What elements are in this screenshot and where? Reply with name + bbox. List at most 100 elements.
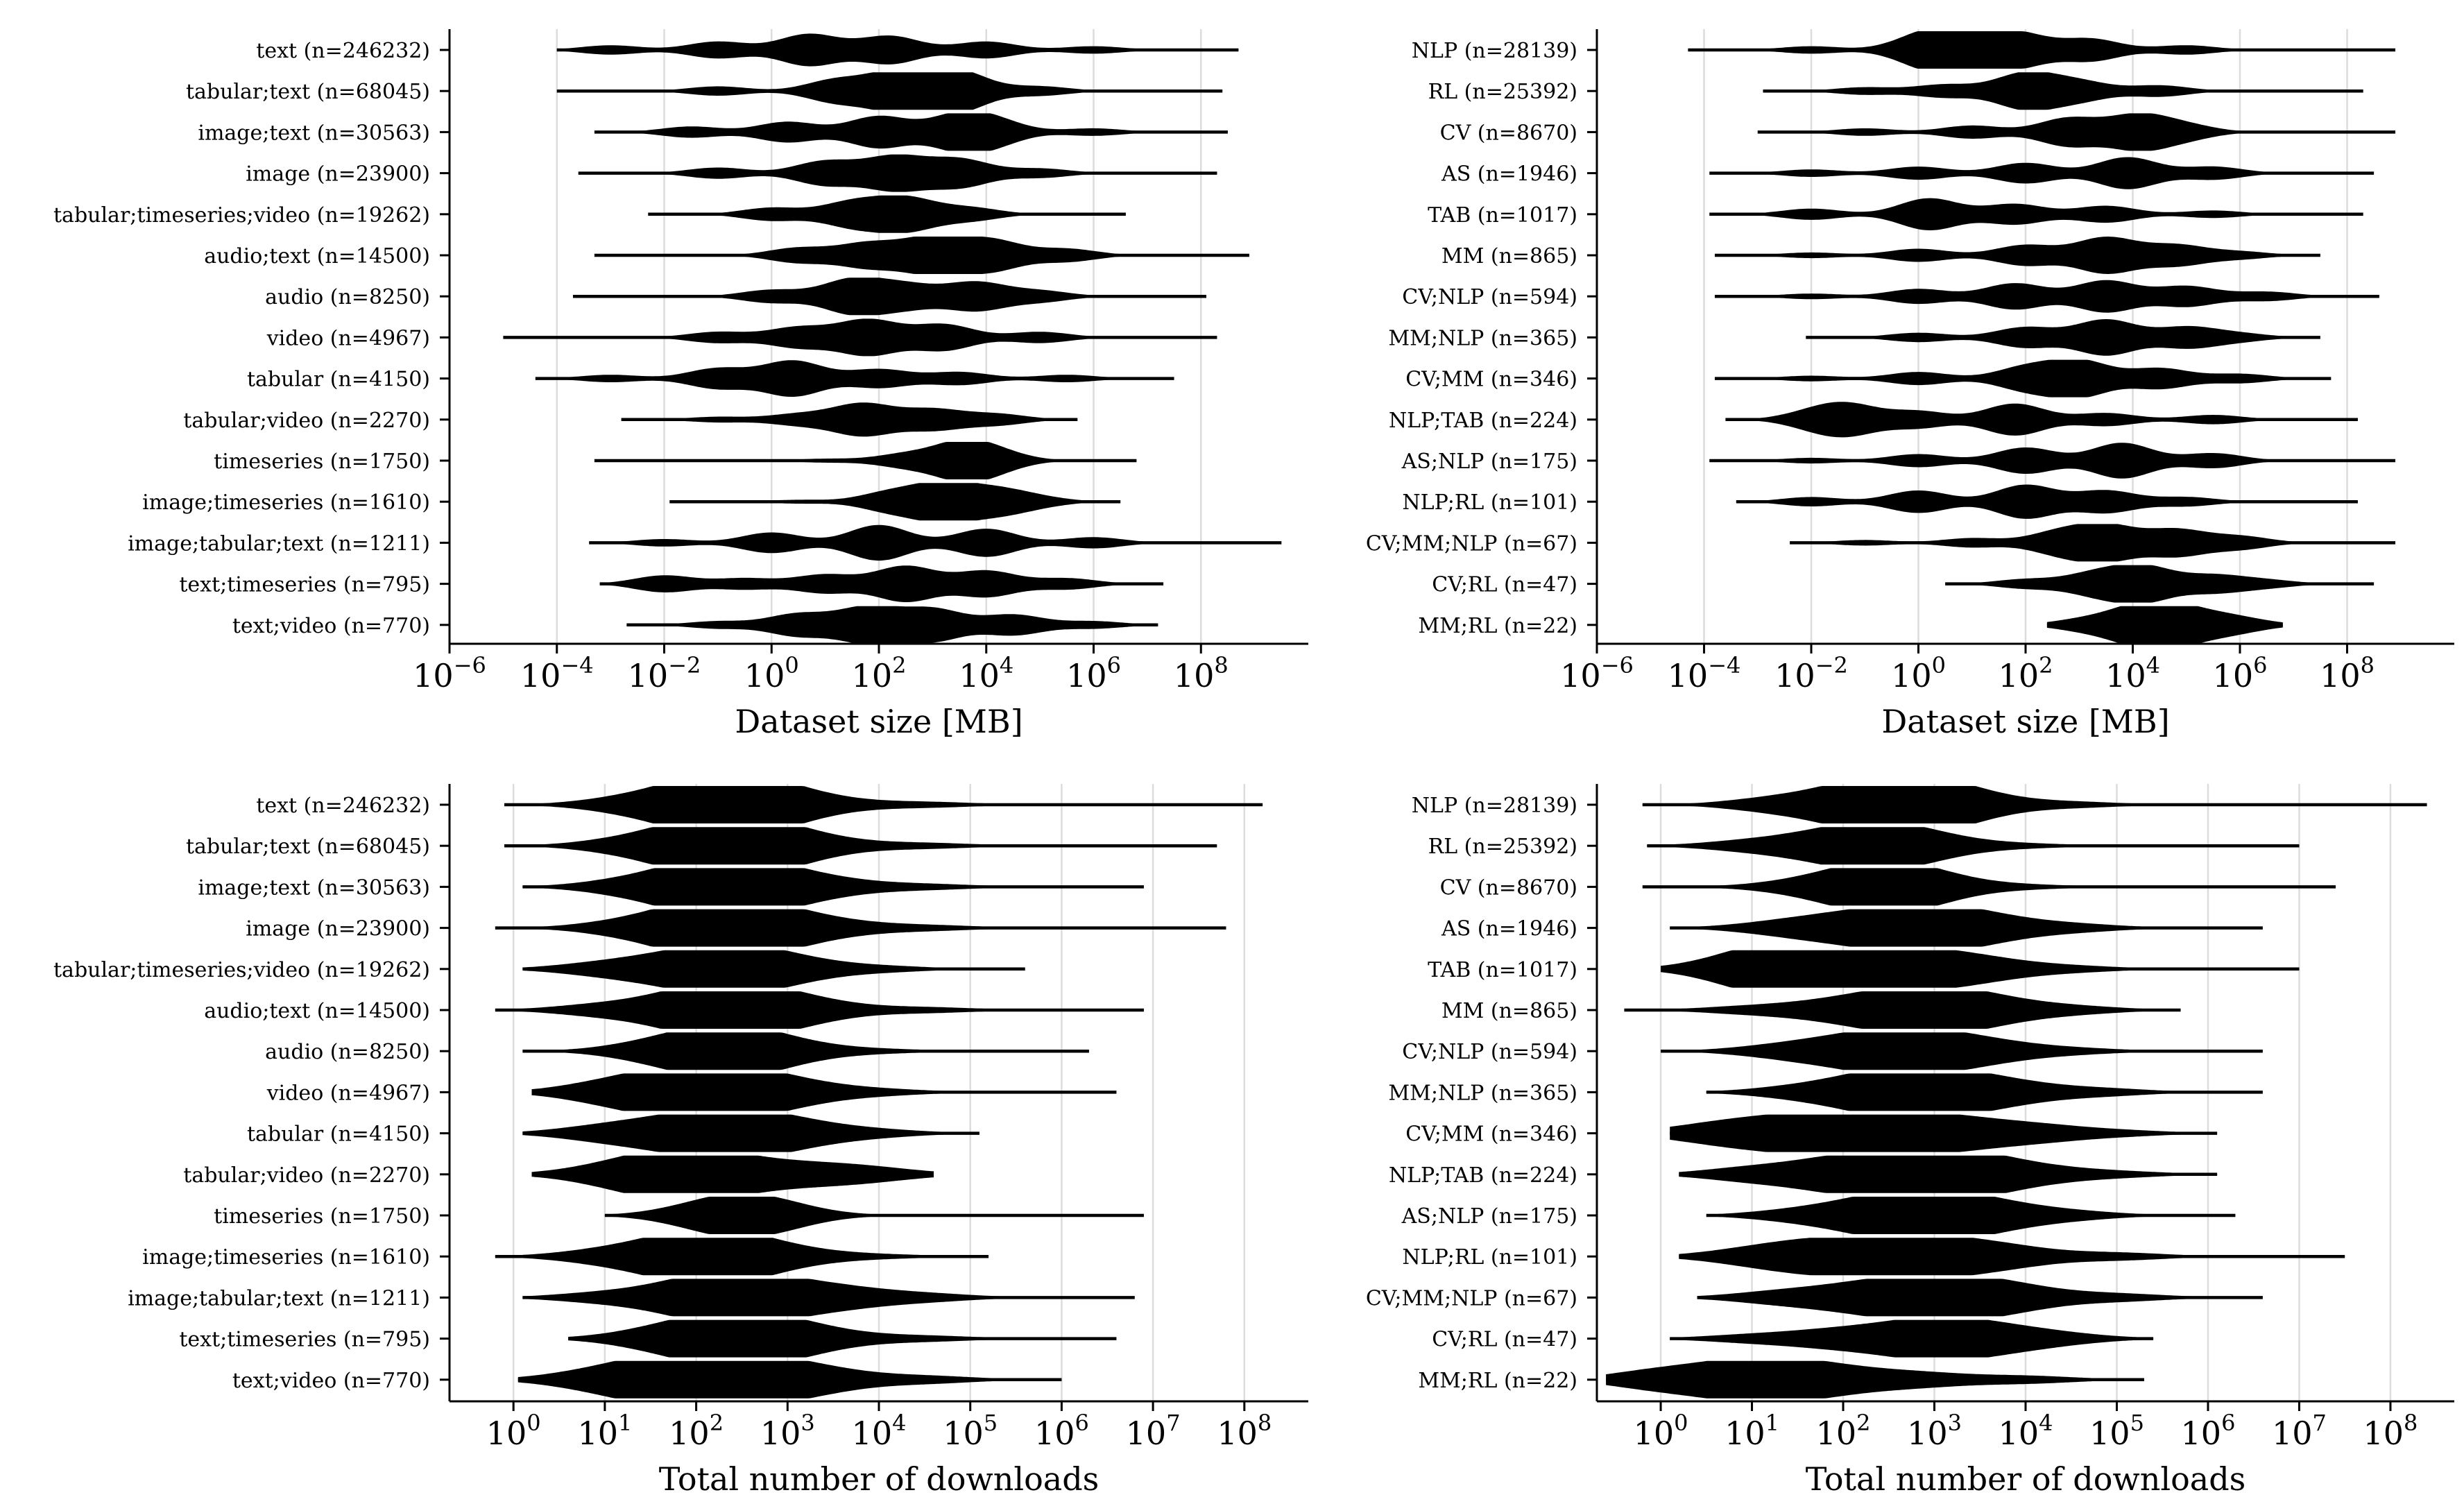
y-tick-label: image;text (n=30563) bbox=[198, 121, 430, 145]
violin-row: AS (n=1946) bbox=[1441, 157, 2375, 189]
y-tick-label: MM;NLP (n=365) bbox=[1388, 326, 1577, 350]
y-tick-label: AS;NLP (n=175) bbox=[1401, 450, 1577, 474]
violin-row: MM;NLP (n=365) bbox=[1388, 1073, 2263, 1111]
violin-row: image (n=23900) bbox=[246, 909, 1226, 947]
y-tick-label: NLP;RL (n=101) bbox=[1402, 490, 1577, 515]
violin-body bbox=[556, 72, 1223, 110]
violin-body bbox=[589, 524, 1282, 561]
violin-row: NLP (n=28139) bbox=[1412, 31, 2396, 69]
violin-body bbox=[1709, 443, 2395, 479]
x-axis-label: Total number of downloads bbox=[1806, 1460, 2246, 1498]
y-tick-label: CV;MM;NLP (n=67) bbox=[1366, 1286, 1577, 1310]
y-tick-label: audio (n=8250) bbox=[265, 285, 430, 309]
violin-row: timeseries (n=1750) bbox=[214, 442, 1137, 479]
violin-body bbox=[1670, 1114, 2218, 1152]
x-tick-label: 102 bbox=[1999, 652, 2053, 694]
y-tick-label: timeseries (n=1750) bbox=[214, 450, 430, 474]
y-tick-label: tabular;text (n=68045) bbox=[186, 835, 430, 859]
violin-body bbox=[626, 606, 1158, 644]
violin-row: MM;RL (n=22) bbox=[1418, 1360, 2144, 1399]
violin-body bbox=[1670, 1319, 2154, 1358]
x-tick-label: 106 bbox=[2181, 1410, 2236, 1452]
violin-row: AS;NLP (n=175) bbox=[1401, 1197, 2236, 1234]
violin-row: MM (n=865) bbox=[1441, 237, 2320, 274]
x-tick-label: 101 bbox=[577, 1410, 632, 1452]
violin-row: MM;RL (n=22) bbox=[1418, 606, 2283, 644]
y-tick-label: tabular;video (n=2270) bbox=[183, 1163, 430, 1188]
y-tick-label: CV;MM;NLP (n=67) bbox=[1366, 531, 1577, 556]
violin-body bbox=[1714, 237, 2320, 274]
y-tick-label: MM (n=865) bbox=[1441, 999, 1577, 1023]
y-tick-label: text;video (n=770) bbox=[232, 614, 430, 638]
y-tick-label: CV;MM (n=346) bbox=[1405, 1122, 1577, 1147]
violin-row: audio (n=8250) bbox=[265, 277, 1206, 316]
y-tick-label: CV;NLP (n=594) bbox=[1402, 285, 1577, 309]
x-tick-label: 108 bbox=[1217, 1410, 1272, 1452]
violin-body bbox=[1647, 827, 2300, 865]
y-tick-label: image;tabular;text (n=1211) bbox=[128, 1286, 430, 1310]
violin-row: tabular;timeseries;video (n=19262) bbox=[53, 950, 1025, 988]
y-tick-label: AS;NLP (n=175) bbox=[1401, 1204, 1577, 1229]
violin-body bbox=[495, 909, 1226, 947]
subplot-3: text (n=246232) tabular;text (n=68045) ima… bbox=[53, 784, 1308, 1498]
y-tick-label: tabular (n=4150) bbox=[247, 1122, 430, 1147]
y-tick-label: video (n=4967) bbox=[266, 1081, 430, 1105]
x-tick-label: 106 bbox=[1066, 652, 1121, 694]
violin-body bbox=[522, 1032, 1089, 1070]
violin-body bbox=[621, 402, 1078, 437]
x-tick-label: 10−6 bbox=[1560, 652, 1634, 694]
violin-row: CV;MM (n=346) bbox=[1405, 1114, 2218, 1152]
y-tick-label: audio (n=8250) bbox=[265, 1040, 430, 1064]
violin-row: audio (n=8250) bbox=[265, 1032, 1089, 1070]
y-tick-label: tabular;timeseries;video (n=19262) bbox=[53, 958, 430, 982]
violin-body bbox=[517, 1360, 1062, 1399]
y-tick-label: video (n=4967) bbox=[266, 326, 430, 350]
violin-row: CV;MM;NLP (n=67) bbox=[1366, 1279, 2263, 1317]
y-tick-label: CV (n=8670) bbox=[1440, 121, 1577, 145]
violin-body bbox=[604, 1197, 1144, 1234]
y-tick-label: tabular (n=4150) bbox=[247, 368, 430, 392]
x-tick-label: 102 bbox=[1816, 1410, 1871, 1452]
y-tick-label: NLP (n=28139) bbox=[1412, 39, 1577, 63]
y-tick-label: CV (n=8670) bbox=[1440, 875, 1577, 900]
violin-row: CV;RL (n=47) bbox=[1432, 1319, 2154, 1358]
violin-body bbox=[1725, 402, 2358, 438]
violin-row: NLP;RL (n=101) bbox=[1402, 1238, 2345, 1276]
x-tick-label: 104 bbox=[2105, 652, 2160, 694]
violin-row: NLP (n=28139) bbox=[1412, 786, 2427, 823]
violin-body bbox=[1790, 524, 2395, 562]
violin-row: tabular;text (n=68045) bbox=[186, 827, 1217, 865]
violin-body bbox=[1606, 1360, 2144, 1399]
violin-row: image;timeseries (n=1610) bbox=[142, 1238, 989, 1276]
y-tick-label: tabular;video (n=2270) bbox=[183, 409, 430, 433]
violin-body bbox=[1709, 157, 2375, 189]
y-tick-label: CV;MM (n=346) bbox=[1405, 368, 1577, 392]
y-tick-label: NLP;TAB (n=224) bbox=[1389, 1163, 1577, 1188]
violin-body bbox=[1714, 280, 2379, 313]
violin-row: tabular;video (n=2270) bbox=[183, 1155, 934, 1193]
violin-body bbox=[504, 827, 1217, 865]
y-tick-label: image (n=23900) bbox=[246, 162, 430, 187]
y-tick-label: audio;text (n=14500) bbox=[204, 999, 430, 1023]
violin-body bbox=[1624, 991, 2181, 1029]
violin-row: text;video (n=770) bbox=[232, 1360, 1062, 1399]
violin-row: MM (n=865) bbox=[1441, 991, 2181, 1029]
x-tick-label: 101 bbox=[1725, 1410, 1779, 1452]
x-tick-label: 102 bbox=[852, 652, 907, 694]
y-tick-label: image;tabular;text (n=1211) bbox=[128, 531, 430, 556]
x-tick-label: 104 bbox=[959, 652, 1013, 694]
violin-body bbox=[504, 786, 1263, 823]
violin-body bbox=[648, 195, 1126, 233]
x-tick-label: 105 bbox=[2089, 1410, 2144, 1452]
violin-body bbox=[531, 1073, 1117, 1111]
violin-body bbox=[594, 442, 1137, 479]
violin-row: CV;RL (n=47) bbox=[1432, 565, 2375, 603]
violin-body bbox=[573, 277, 1206, 316]
x-axis-label: Total number of downloads bbox=[659, 1460, 1100, 1498]
violin-body bbox=[1688, 31, 2395, 69]
violin-row: text;video (n=770) bbox=[232, 606, 1158, 644]
violin-row: image;timeseries (n=1610) bbox=[142, 483, 1121, 521]
violin-body bbox=[568, 1319, 1117, 1358]
violin-row: RL (n=25392) bbox=[1428, 72, 2363, 110]
violin-row: CV;MM (n=346) bbox=[1405, 359, 2332, 398]
